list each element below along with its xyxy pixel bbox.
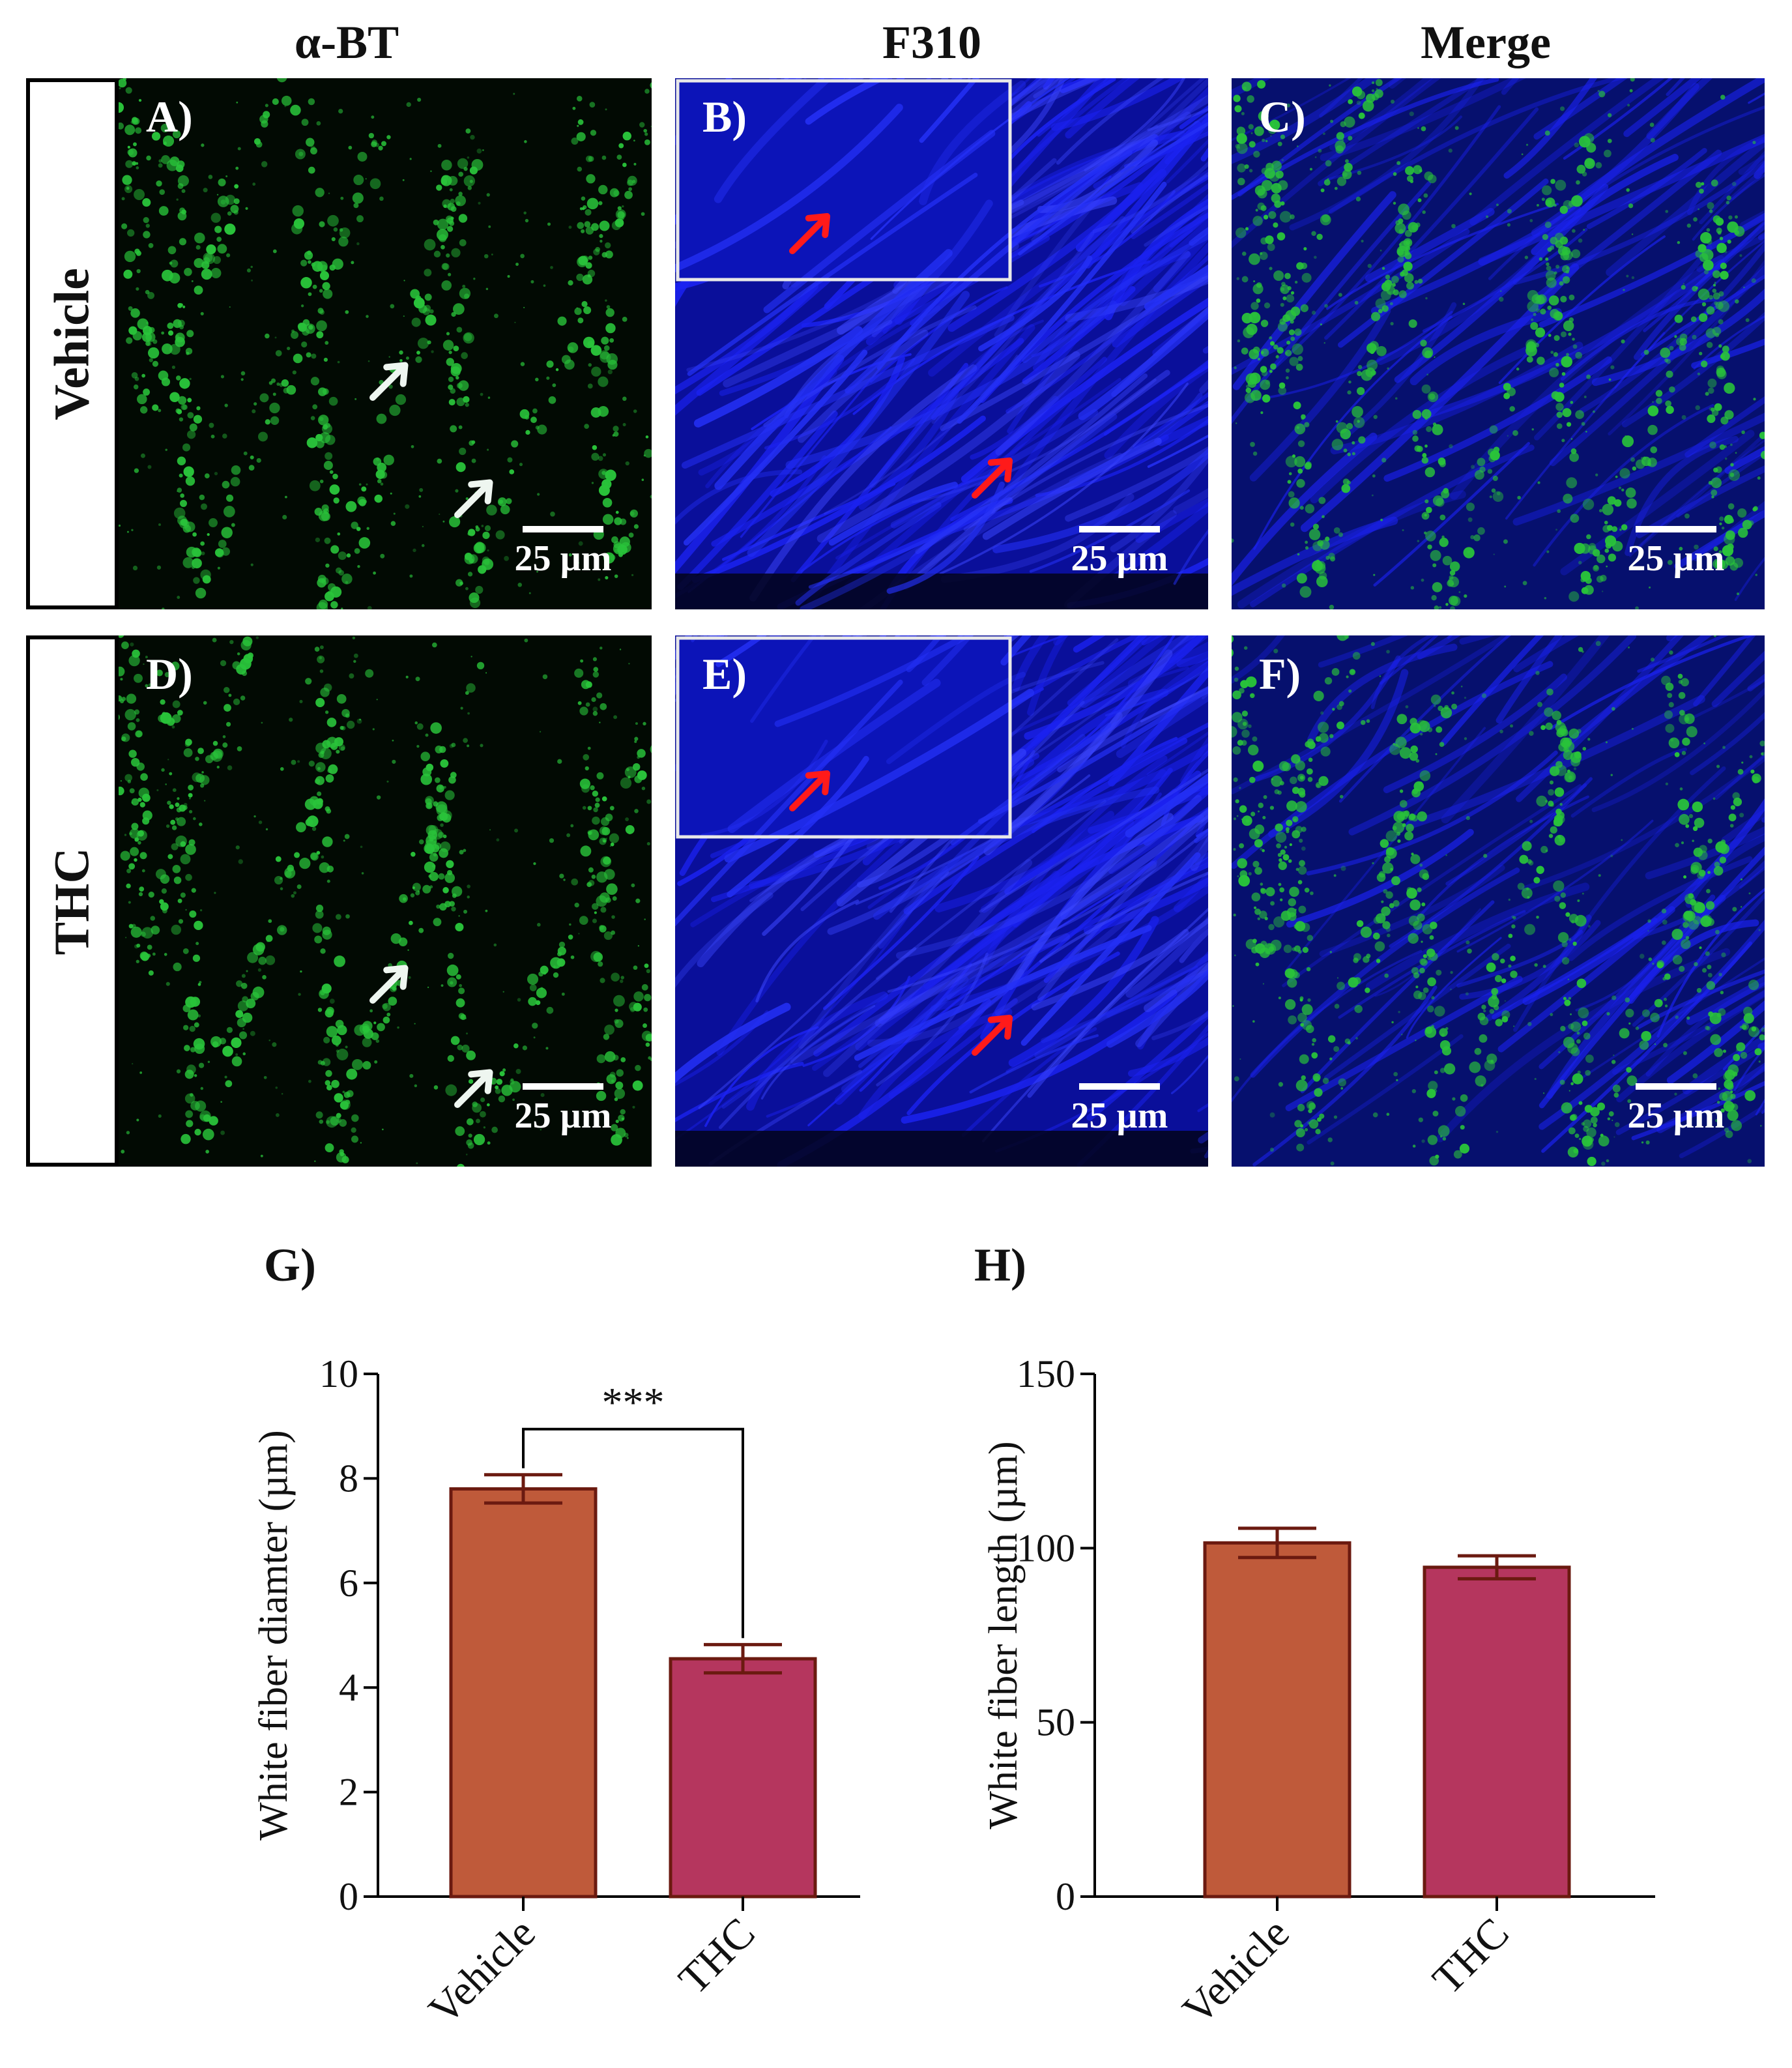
scale-bar-line — [1079, 1083, 1160, 1090]
row-label-vehicle: Vehicle — [44, 267, 100, 420]
y-tick-label: 4 — [339, 1666, 358, 1709]
micrograph-panel-d: D) 25 µm — [119, 635, 652, 1167]
micrograph-panel-c: C) 25 µm — [1232, 78, 1765, 609]
scale-bar: 25 µm — [1061, 526, 1178, 579]
chart-svg: 0 50 100 150 White fiber length (µm) Vehicle T… — [981, 1352, 1655, 2034]
y-tick-label: 0 — [339, 1875, 358, 1918]
y-tick-label: 10 — [319, 1352, 358, 1395]
scale-bar: 25 µm — [504, 1083, 622, 1137]
y-tick-label: 8 — [339, 1457, 358, 1500]
x-tick-label: THC — [670, 1909, 764, 2003]
scale-bar-line — [1636, 1083, 1716, 1090]
row-label-thc: THC — [44, 847, 100, 955]
scale-bar-line — [1079, 526, 1160, 532]
x-tick-label: THC — [1424, 1909, 1518, 2003]
y-tick-label: 100 — [1017, 1526, 1075, 1569]
scale-bar-label: 25 µm — [1627, 1096, 1725, 1136]
y-tick-label: 0 — [1056, 1875, 1075, 1918]
chart-letter-g: G) — [264, 1239, 316, 1291]
bar-vehicle — [1203, 1541, 1351, 1899]
bar-chart-diameter: 0 2 4 6 8 10 White fiber diamter (µm) Vehicle TH… — [248, 1336, 873, 2060]
micrograph-image — [119, 78, 652, 609]
micrograph-panel-e: E) 25 µm — [675, 635, 1208, 1167]
y-tick-label: 6 — [339, 1562, 358, 1605]
y-axis-label: White fiber diamter (µm) — [252, 1430, 296, 1841]
micrograph-image — [675, 78, 1208, 609]
panel-letter: D) — [146, 649, 193, 699]
scale-bar-label: 25 µm — [1627, 538, 1725, 579]
bar-thc — [669, 1657, 817, 1899]
bar-vehicle — [449, 1487, 598, 1899]
micrograph-panel-a: A) 25 µm — [119, 78, 652, 609]
scale-bar: 25 µm — [1061, 1083, 1178, 1137]
bar-chart-length: 0 50 100 150 White fiber length (µm) Vehicle T… — [977, 1336, 1668, 2060]
scale-bar-label: 25 µm — [1071, 538, 1168, 579]
scale-bar-line — [523, 1083, 603, 1090]
y-axis-label: White fiber length (µm) — [981, 1441, 1026, 1829]
x-tick-label: Vehicle — [1174, 1909, 1299, 2034]
micrograph-image — [119, 635, 652, 1167]
scale-bar-label: 25 µm — [514, 1096, 612, 1136]
scale-bar-label: 25 µm — [514, 538, 612, 579]
micrograph-image — [1232, 78, 1765, 609]
panel-letter: E) — [702, 649, 747, 699]
row-label-box-vehicle: Vehicle — [26, 78, 119, 609]
column-title-merge: Merge — [1421, 16, 1551, 68]
scale-bar-line — [1636, 526, 1716, 532]
panel-letter: C) — [1259, 92, 1306, 141]
significance-label: *** — [602, 1379, 665, 1425]
scale-bar-line — [523, 526, 603, 532]
y-tick-label: 2 — [339, 1771, 358, 1814]
y-tick-label: 150 — [1017, 1352, 1075, 1395]
micrograph-panel-f: F) 25 µm — [1232, 635, 1765, 1167]
scale-bar: 25 µm — [1617, 526, 1735, 579]
x-tick-label: Vehicle — [420, 1909, 545, 2034]
column-title-alpha-bt: α-BT — [294, 16, 399, 68]
row-label-box-thc: THC — [26, 635, 119, 1167]
scale-bar: 25 µm — [1617, 1083, 1735, 1137]
bar-thc — [1423, 1566, 1571, 1899]
micrograph-panel-b: B) 25 µm — [675, 78, 1208, 609]
scale-bar: 25 µm — [504, 526, 622, 579]
chart-letter-h: H) — [974, 1239, 1026, 1291]
panel-letter: F) — [1259, 649, 1301, 699]
panel-letter: B) — [702, 92, 747, 141]
chart-svg: 0 2 4 6 8 10 White fiber diamter (µm) Vehicle TH… — [252, 1352, 860, 2034]
scale-bar-label: 25 µm — [1071, 1096, 1168, 1136]
y-tick-label: 50 — [1036, 1701, 1075, 1744]
significance-bracket — [522, 1427, 744, 1638]
column-title-f310: F310 — [882, 16, 981, 68]
micrograph-image — [675, 635, 1208, 1167]
micrograph-image — [1232, 635, 1765, 1167]
panel-letter: A) — [146, 92, 193, 141]
